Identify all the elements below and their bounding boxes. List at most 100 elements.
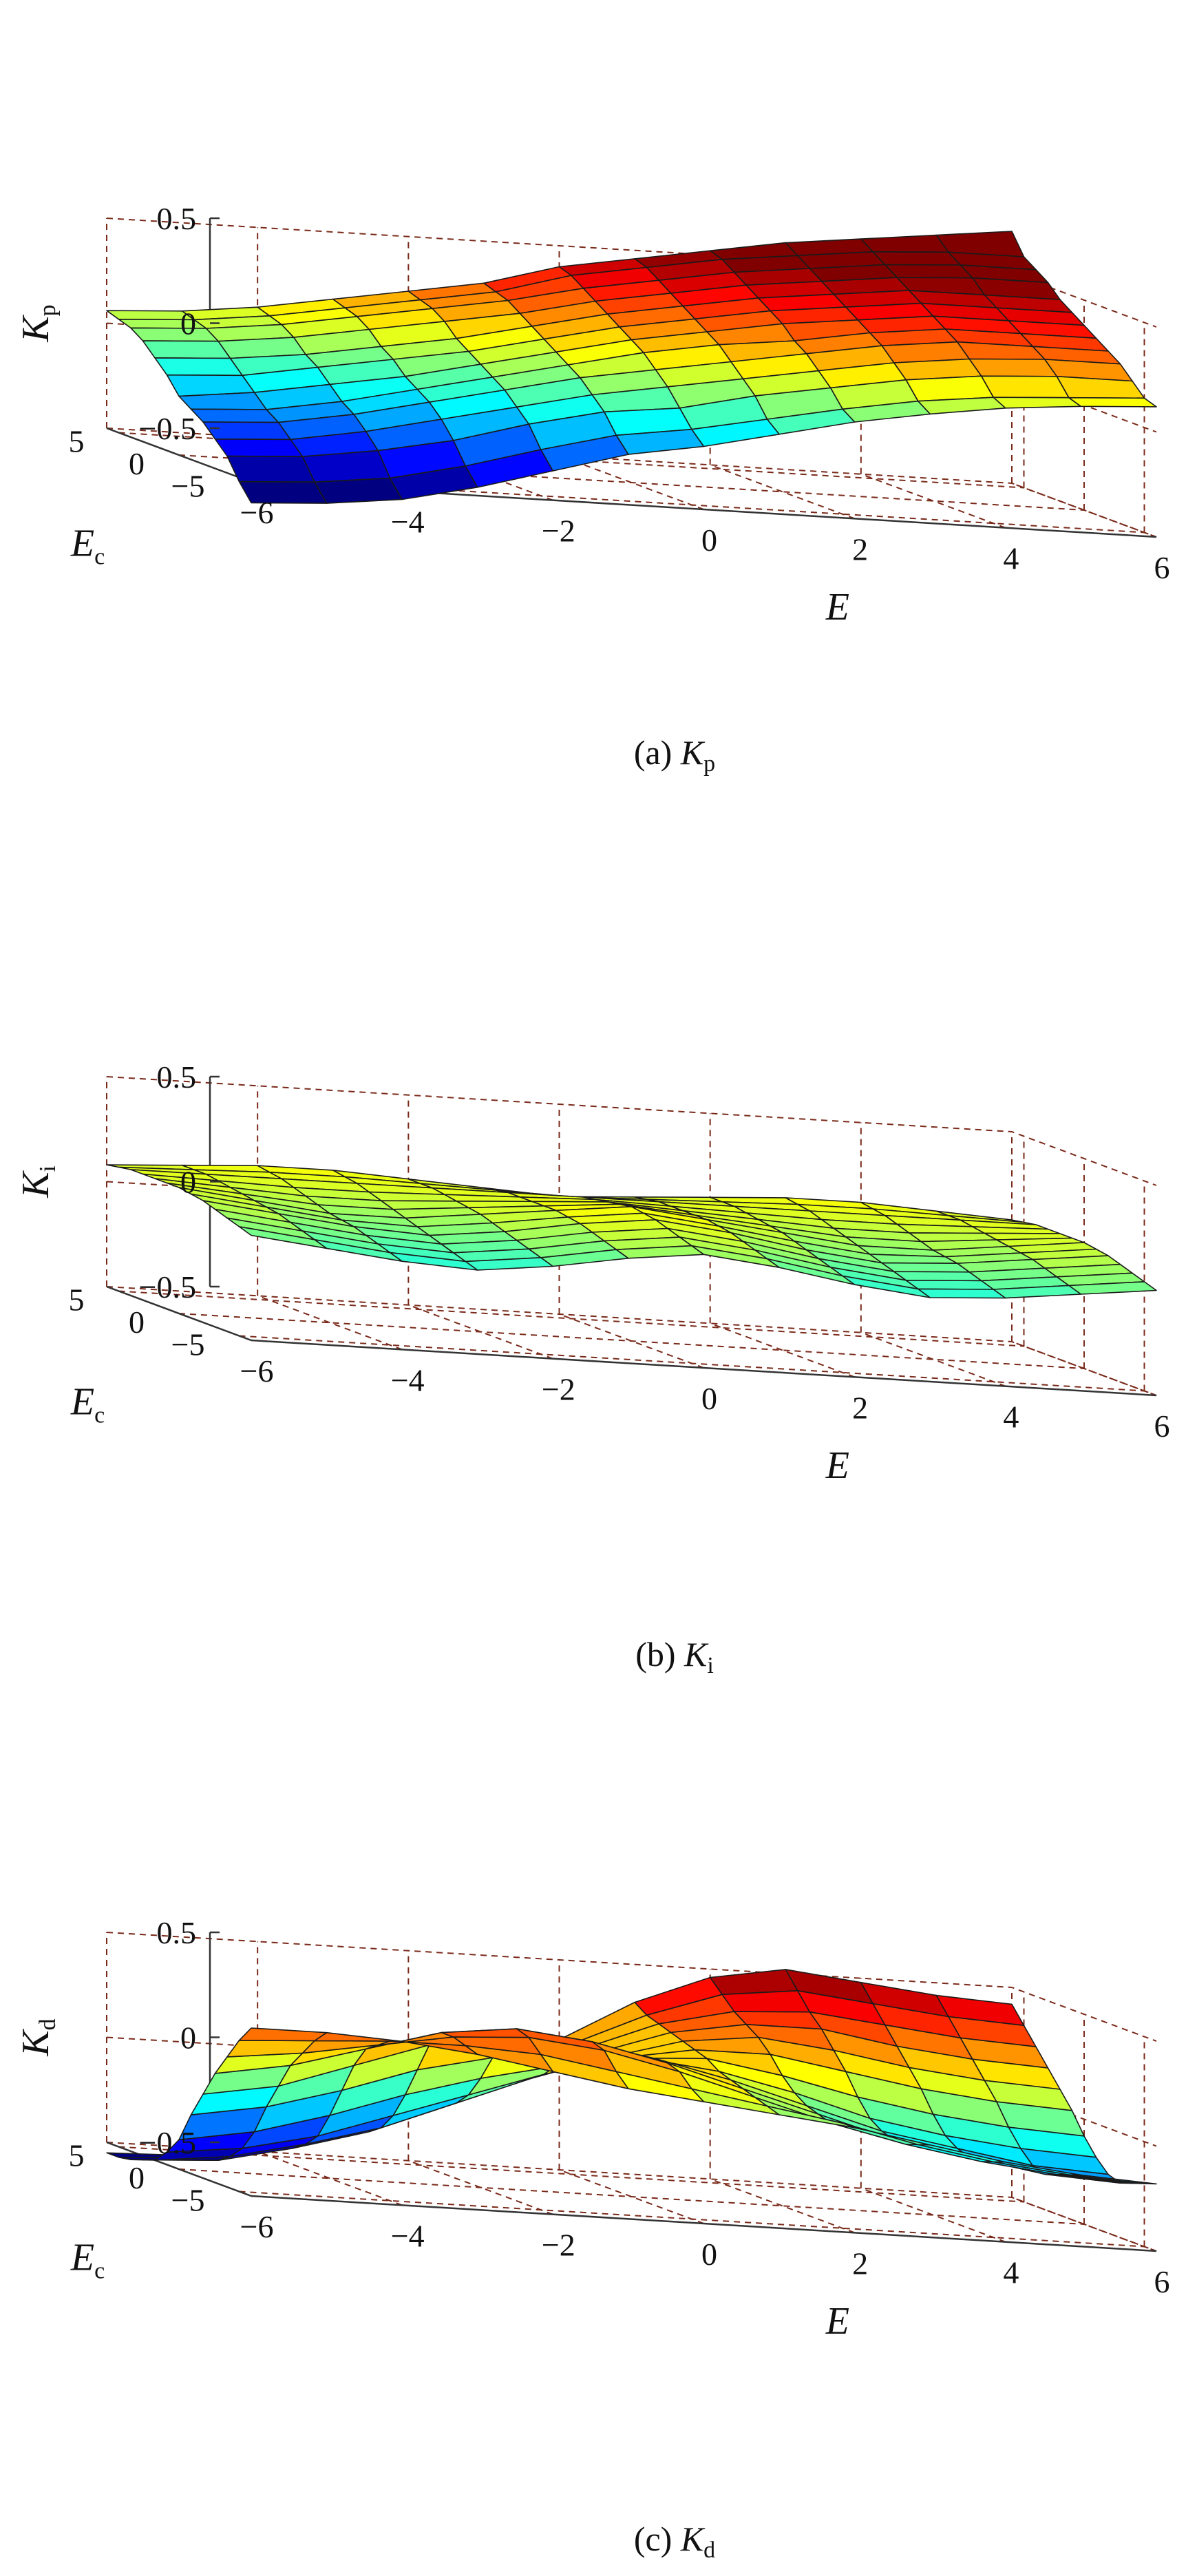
y-axis-label-main: E [70,2237,94,2279]
y-tick-label: 0 [129,446,145,481]
x-tick-label: −4 [391,504,425,539]
grid-line [239,476,1145,534]
caption-main: K [684,1635,709,1674]
x-tick-label: −6 [240,495,274,530]
surface-facet [881,1262,971,1273]
y-axis-line [106,427,252,483]
surface-facet [226,455,315,483]
x-tick-label: −4 [391,2218,425,2253]
surface [106,1164,1157,1299]
y-tick-label: −5 [171,1327,205,1362]
surface-facet [893,1271,982,1282]
z-axis-label-main: K [14,1170,57,1199]
grid-line [178,454,1085,511]
z-axis-label-sub: p [35,304,61,316]
surface-facet [301,450,391,483]
x-axis-line [251,1339,1157,1397]
x-tick-label: −2 [542,2228,575,2263]
y-tick-label: 0 [129,1305,145,1340]
grid-line [710,464,856,520]
x-axis-label: E [825,2300,849,2343]
surface-facet [872,251,962,266]
grid-line [106,1076,1157,1186]
surface-facet [905,375,995,402]
z-tick-label: −0.5 [139,1269,196,1305]
x-tick-label: 6 [1154,1408,1170,1444]
surface-facet [1068,1281,1157,1295]
caption-sub: d [703,2537,715,2563]
z-tick-label: 0.5 [157,201,197,236]
z-axis-label: Kd [14,2018,61,2056]
y-axis-line [106,1285,252,1342]
z-axis-label: Ki [14,1165,61,1199]
x-axis-label: E [825,1444,849,1487]
z-axis-label: Kp [14,304,61,342]
surface-facet [709,1969,798,1996]
x-tick-label: −6 [240,2209,274,2244]
surface-facet [202,421,291,441]
grid-line [118,2146,1024,2203]
caption-prefix: (c) [634,2520,681,2558]
x-tick-label: 0 [701,2237,717,2272]
caption-sub: p [703,751,715,777]
z-axis-label-sub: d [35,2018,61,2030]
x-tick-label: 0 [701,522,717,558]
surface [106,1969,1157,2185]
surface-facet [190,408,279,423]
x-axis-label: E [825,586,849,629]
surface-facet [905,1280,995,1290]
surface [106,231,1157,504]
surface-facet [214,438,304,458]
y-axis-label-sub: c [94,1403,105,1428]
surface-facet [860,234,949,253]
caption-main: K [680,2520,706,2558]
y-axis-label: Ec [70,522,105,570]
y-tick-label: 5 [69,1282,85,1318]
surface-facet [1068,2174,1157,2185]
x-tick-label: 4 [1003,1400,1019,1435]
z-tick-label: 0.5 [157,1059,197,1095]
grid-line [106,1932,1157,2042]
y-axis-label: Ec [70,1381,105,1428]
grid-line [239,2190,1145,2248]
surface-facet [993,397,1082,409]
y-axis-line [106,2141,252,2197]
surface-facet [314,477,403,504]
surface-facet [154,357,243,377]
z-tick-label: −0.5 [139,411,196,446]
grid-line [257,1295,403,1351]
x-tick-label: −6 [240,1353,274,1389]
x-tick-label: −4 [391,1362,425,1397]
x-tick-label: 6 [1154,550,1170,585]
z-axis-label-main: K [14,2029,57,2057]
y-axis-label-sub: c [94,2259,105,2284]
z-axis-label-sub: i [35,1165,61,1172]
x-tick-label: 4 [1003,2255,1019,2290]
surface-facet [1068,397,1157,408]
y-tick-label: 0 [129,2160,145,2195]
panel-caption: (c) Kd [634,2520,715,2563]
surface-facet [142,340,231,359]
y-tick-label: −5 [171,469,205,504]
grid-line [178,2168,1085,2225]
x-tick-label: 0 [701,1381,717,1416]
caption-prefix: (b) [635,1635,684,1674]
grid-line [860,2187,1006,2243]
x-tick-label: 2 [852,1390,868,1425]
x-tick-label: −2 [542,514,575,549]
grid-line [710,1322,856,1378]
grid-line [118,1290,1024,1347]
surface-facet [130,327,219,342]
surface-facet [721,1990,811,2013]
caption-prefix: (a) [634,733,681,772]
z-axis-label-main: K [14,315,57,343]
y-tick-label: −5 [171,2183,205,2218]
grid-line [257,2151,403,2206]
surface-facet [968,358,1058,377]
y-axis-label-sub: c [94,545,105,570]
x-tick-label: 2 [852,2246,868,2281]
